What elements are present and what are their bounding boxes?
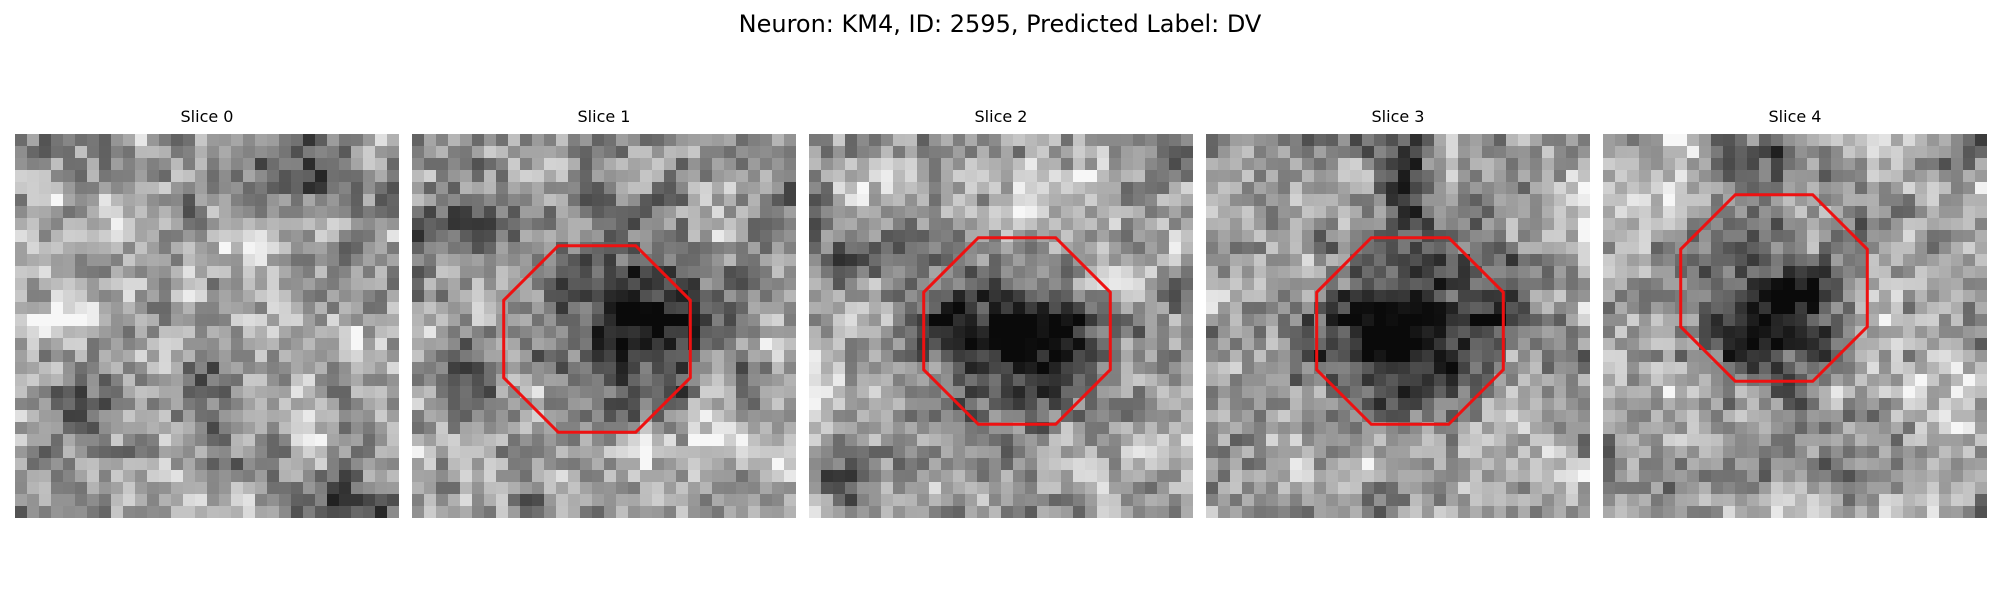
roi-outline [502,244,692,434]
slice-title: Slice 3 [1371,107,1425,126]
slice-title: Slice 4 [1768,107,1822,126]
slice-image [809,134,1193,518]
slice-title: Slice 0 [180,107,234,126]
slice-image [15,134,399,518]
slice-image [1206,134,1590,518]
roi-outline [1679,193,1869,383]
slice-image [412,134,796,518]
slice-title: Slice 2 [974,107,1028,126]
roi-outline [922,236,1112,426]
figure-title: Neuron: KM4, ID: 2595, Predicted Label: … [738,10,1262,38]
slice-image [1603,134,1987,518]
roi-outline [1315,236,1505,426]
slice-title: Slice 1 [577,107,631,126]
